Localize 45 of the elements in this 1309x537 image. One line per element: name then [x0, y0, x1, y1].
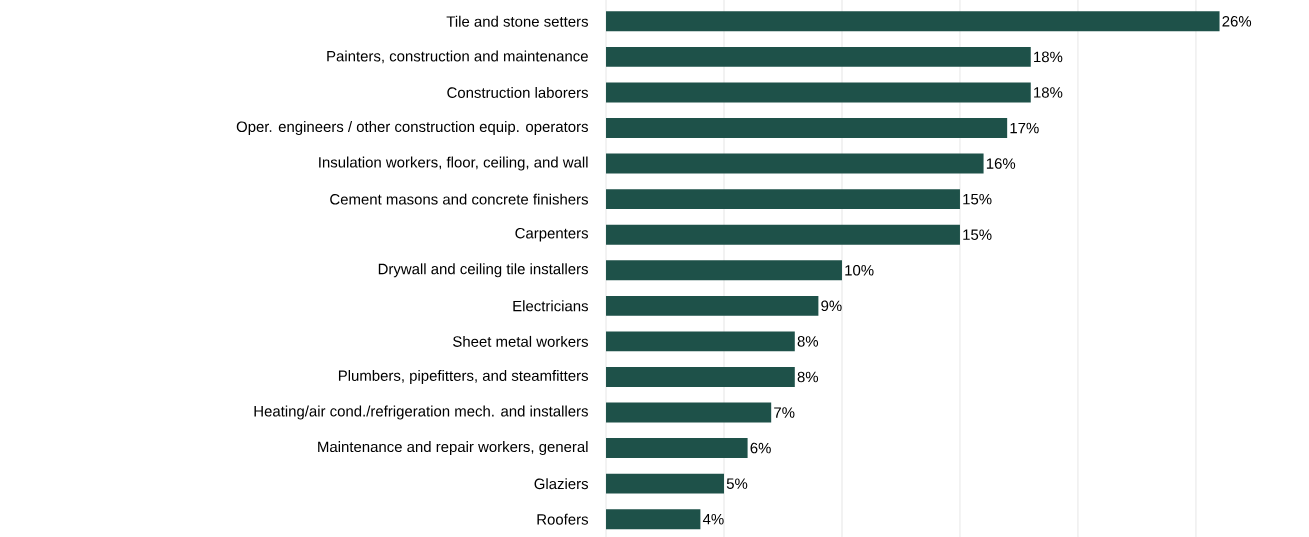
bar [606, 118, 1008, 138]
bar [606, 11, 1220, 32]
bar [606, 509, 701, 530]
bar [606, 260, 842, 281]
data-label: 16% [986, 158, 1016, 169]
y-tick-label: Electricians [513, 300, 589, 312]
data-label: 6% [750, 442, 771, 454]
y-tick-label: Maintenance and repair workers, general [318, 441, 588, 456]
bar [606, 473, 724, 494]
data-label: 15% [963, 229, 992, 240]
bar [606, 367, 795, 387]
y-tick-label: Plumbers, pipefitters, and steamfitters [338, 369, 588, 384]
data-label: 8% [797, 336, 819, 347]
data-label: 18% [1034, 87, 1063, 98]
bar [606, 46, 1031, 67]
y-tick-label: Drywall and ceiling tile installers [378, 263, 588, 278]
data-label: 8% [797, 371, 819, 383]
data-label: 17% [1010, 122, 1039, 134]
bar [606, 331, 795, 352]
y-tick-label: Heating/air cond./refrigeration mech. and installers [254, 405, 588, 420]
bar [606, 153, 984, 174]
bar [606, 295, 819, 316]
bar [606, 438, 748, 459]
bar [606, 224, 960, 245]
y-tick-label: Painters, construction and maintenance [327, 50, 588, 64]
y-tick-label: Oper. engineers / other construction equip. operators [236, 121, 588, 135]
bar [606, 82, 1031, 103]
y-tick-label: Glaziers [534, 478, 589, 490]
data-label: 5% [726, 478, 748, 489]
data-label: 4% [702, 513, 724, 525]
y-tick-label: Cement masons and concrete finishers [330, 193, 588, 205]
data-label: 15% [963, 193, 992, 205]
data-label: 18% [1034, 51, 1063, 63]
y-tick-label: Carpenters [515, 227, 589, 242]
y-tick-label: Sheet metal workers [453, 335, 588, 347]
bar [606, 402, 772, 423]
y-tick-label: Tile and stone setters [446, 15, 589, 27]
data-label: 7% [774, 407, 795, 418]
y-tick-label: Insulation workers, floor, ceiling, and wall [319, 156, 588, 171]
data-label: 10% [845, 264, 874, 276]
y-tick-label: Construction laborers [447, 86, 588, 98]
bar [606, 189, 960, 210]
y-tick-label: Roofers [537, 513, 589, 525]
data-label: 9% [821, 300, 842, 312]
data-label: 26% [1222, 16, 1252, 27]
